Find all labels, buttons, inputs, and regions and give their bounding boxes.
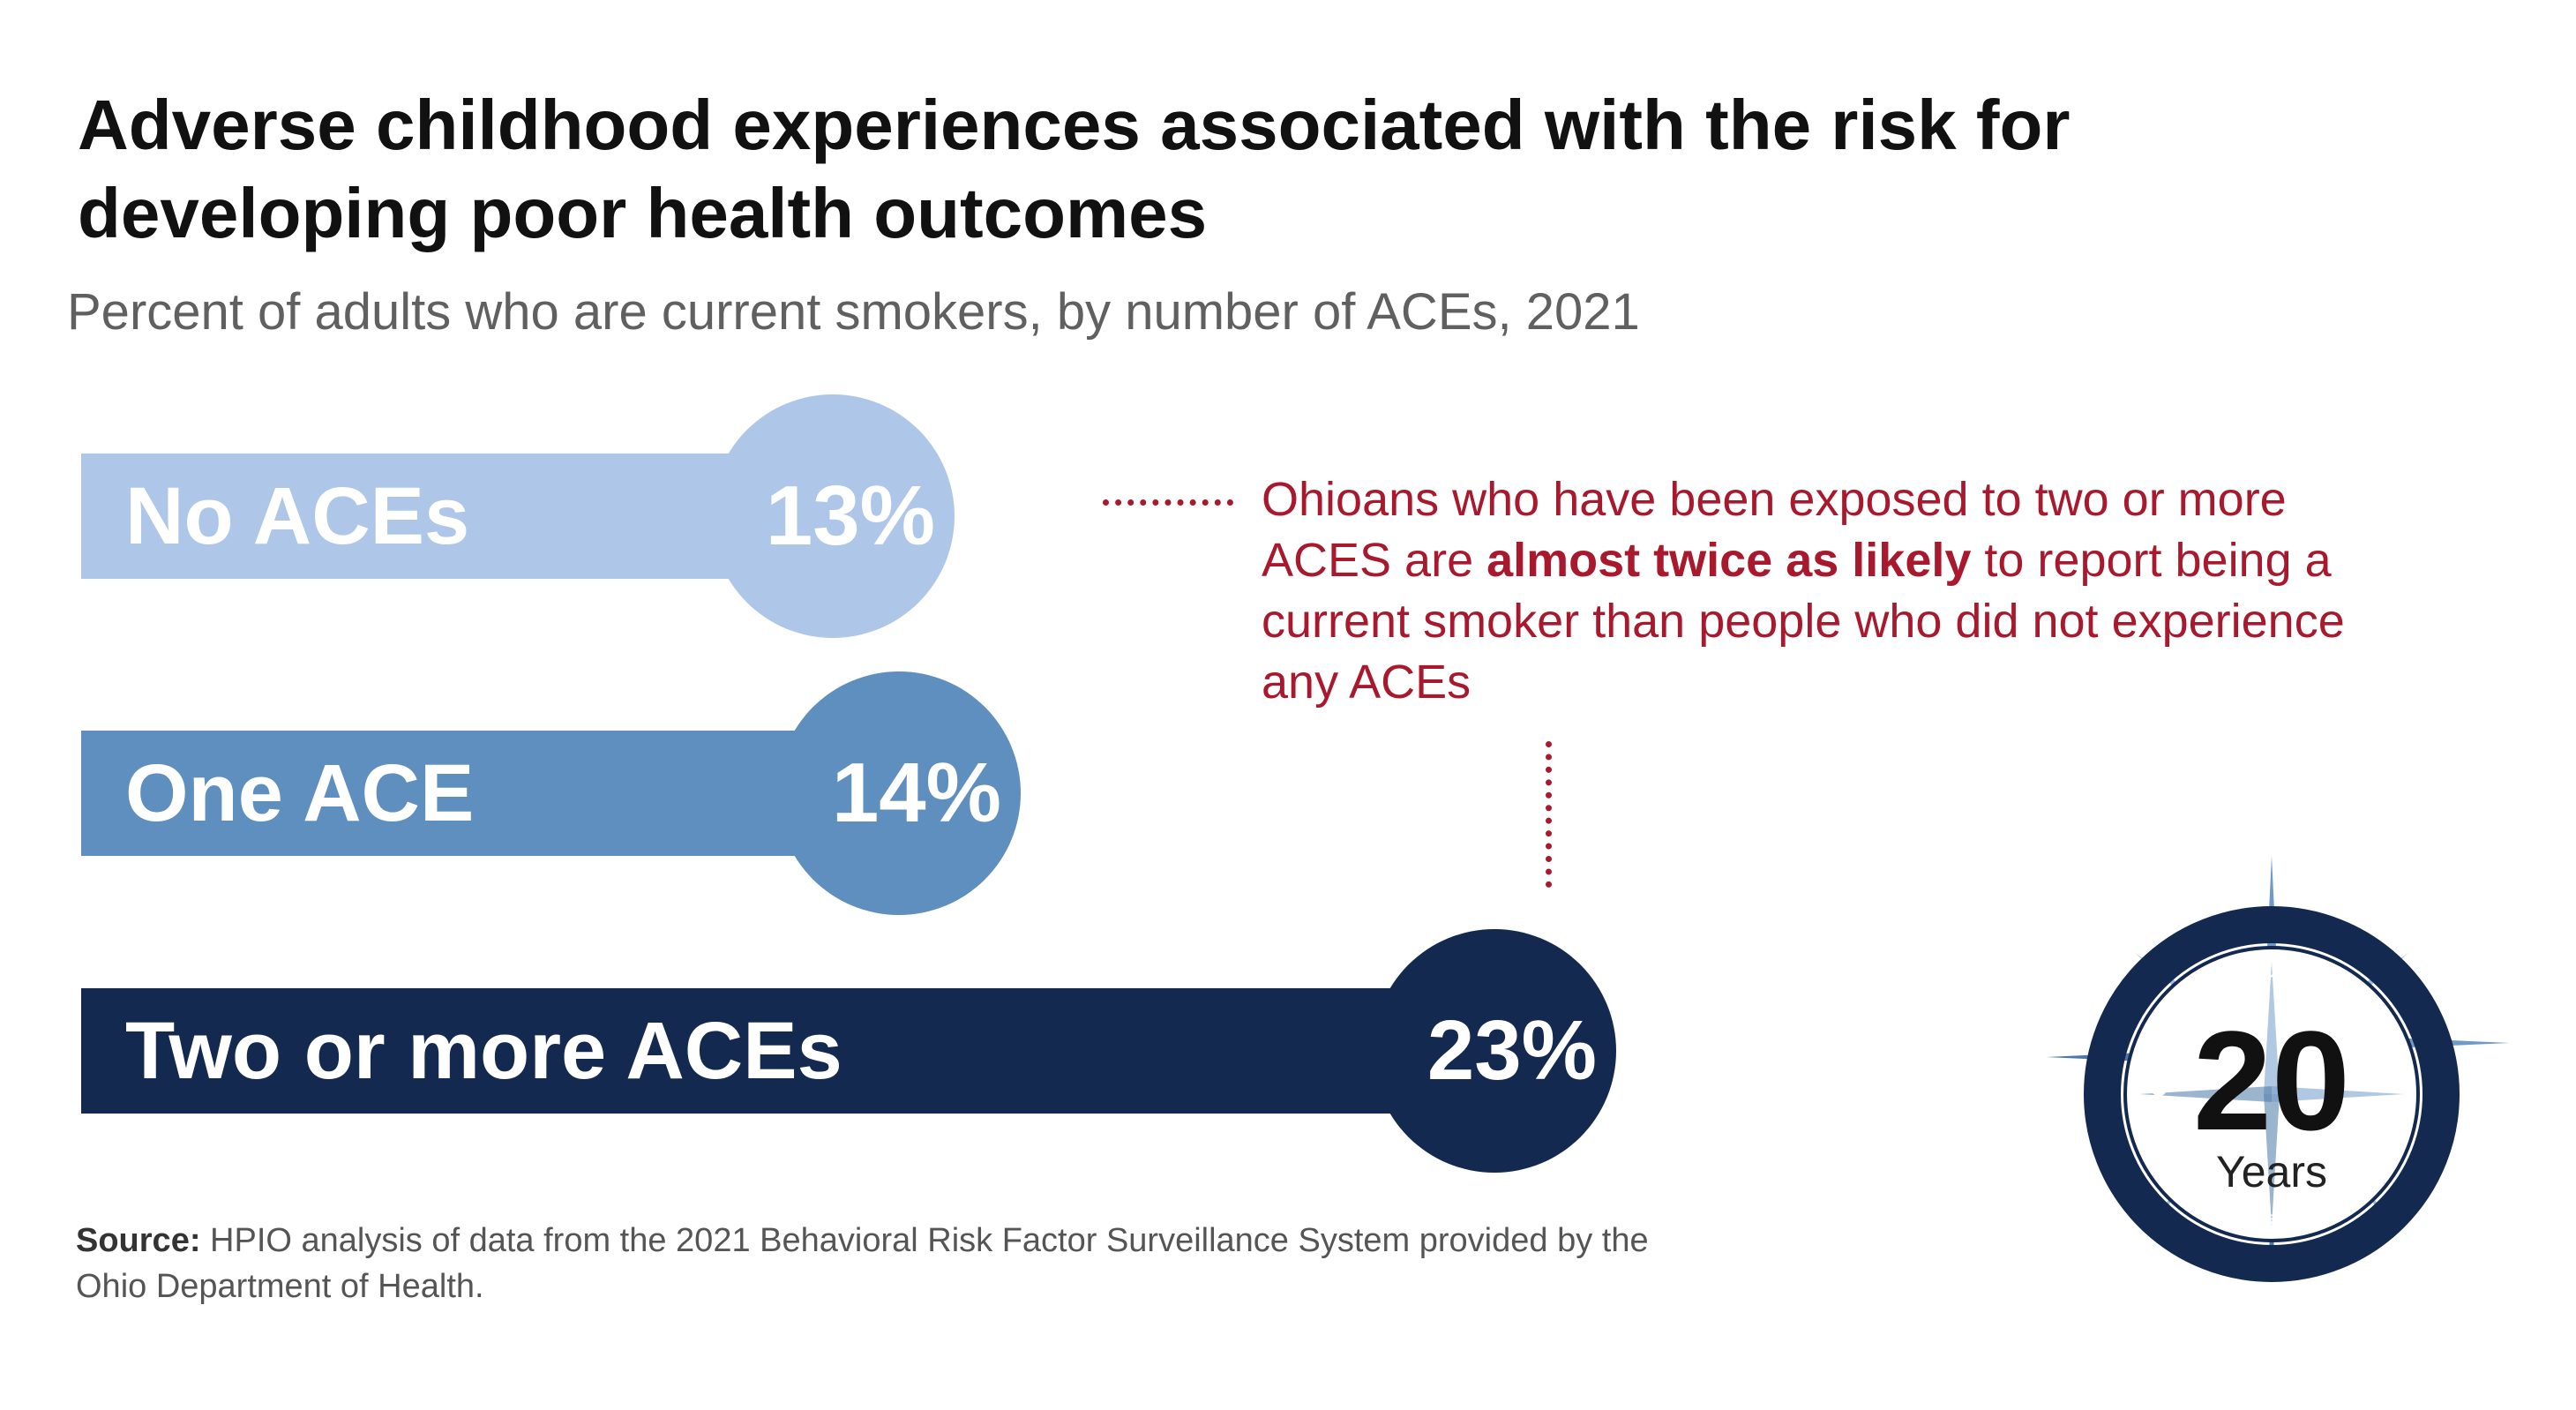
source-label: Source: xyxy=(76,1222,201,1259)
value-label: 14% xyxy=(831,746,1001,840)
bar-label: One ACE xyxy=(125,748,475,838)
logo-ring-band xyxy=(2084,906,2460,1095)
bar-two-or-more-aces: Two or more ACEs xyxy=(81,988,1494,1114)
bar-label: Two or more ACEs xyxy=(125,1006,842,1096)
callout-text-part2: to report being a current smoker than pe… xyxy=(1262,534,2345,709)
chart-subtitle: Percent of adults who are current smoker… xyxy=(67,283,1640,341)
callout-text-part1: Ohioans who have been exposed to two or … xyxy=(1262,473,2287,587)
source-note: Source: HPIO analysis of data from the 2… xyxy=(76,1218,1717,1309)
logo-ring-band-bottom xyxy=(2084,1093,2460,1282)
value-bubble: 13% xyxy=(711,394,955,638)
value-label: 13% xyxy=(765,469,935,563)
bar-no-aces: No ACEs xyxy=(81,454,833,579)
bar-one-ace: One ACE xyxy=(81,731,899,856)
source-text: HPIO analysis of data from the 2021 Beha… xyxy=(76,1222,1649,1305)
callout-connector-vertical xyxy=(1546,741,1552,888)
callout-text: Ohioans who have been exposed to two or … xyxy=(1262,469,2364,713)
chart-title: Adverse childhood experiences associated… xyxy=(78,86,2071,252)
value-label: 23% xyxy=(1427,1003,1597,1098)
logo-number: 20 xyxy=(2193,1001,2350,1159)
logo-word: Years xyxy=(2216,1147,2327,1196)
bar-label: No ACEs xyxy=(125,471,470,561)
hpio-logo: Health Policy Institute of Ohio Celebrat… xyxy=(2029,838,2510,1282)
callout-emphasis: almost twice as likely xyxy=(1486,534,1972,587)
callout-connector-horizontal xyxy=(1103,499,1233,506)
value-bubble: 14% xyxy=(777,671,1021,915)
value-bubble: 23% xyxy=(1373,929,1616,1173)
